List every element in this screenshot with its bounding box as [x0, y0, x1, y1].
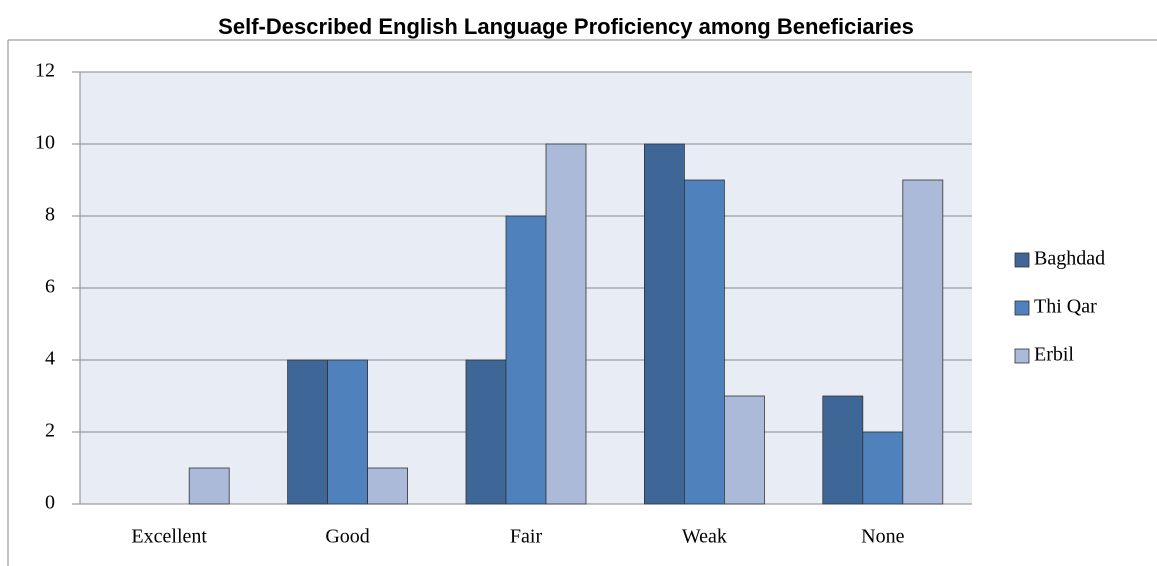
bar	[684, 179, 725, 505]
bar	[644, 143, 685, 505]
y-tick-label: 2	[45, 420, 55, 442]
bar	[902, 179, 944, 505]
y-tick-label: 10	[35, 132, 55, 154]
legend-swatch	[1014, 348, 1030, 364]
bar	[465, 359, 507, 505]
legend-label: Thi Qar	[1034, 296, 1097, 318]
bar	[287, 359, 329, 505]
legend-swatch	[1014, 252, 1030, 268]
x-tick-label: Weak	[682, 526, 727, 548]
bar	[327, 359, 369, 505]
legend-swatch	[1014, 300, 1030, 316]
bar	[862, 431, 904, 505]
legend-label: Erbil	[1034, 344, 1074, 366]
legend-label: Baghdad	[1034, 248, 1105, 270]
chart-title: Self-Described English Language Proficie…	[218, 14, 914, 39]
x-tick-label: None	[861, 526, 904, 548]
bar	[505, 215, 547, 505]
y-tick-label: 6	[45, 276, 55, 298]
y-tick-label: 8	[45, 204, 55, 226]
x-tick-label: Good	[325, 526, 369, 548]
x-tick-label: Fair	[510, 526, 543, 548]
y-tick-label: 0	[45, 492, 55, 514]
bar	[545, 143, 587, 505]
bar	[724, 395, 765, 505]
bar	[367, 467, 409, 505]
x-tick-label: Excellent	[131, 526, 207, 548]
y-tick-label: 4	[45, 348, 55, 370]
bar	[822, 395, 864, 505]
y-tick-label: 12	[35, 60, 55, 82]
bar	[188, 467, 230, 505]
